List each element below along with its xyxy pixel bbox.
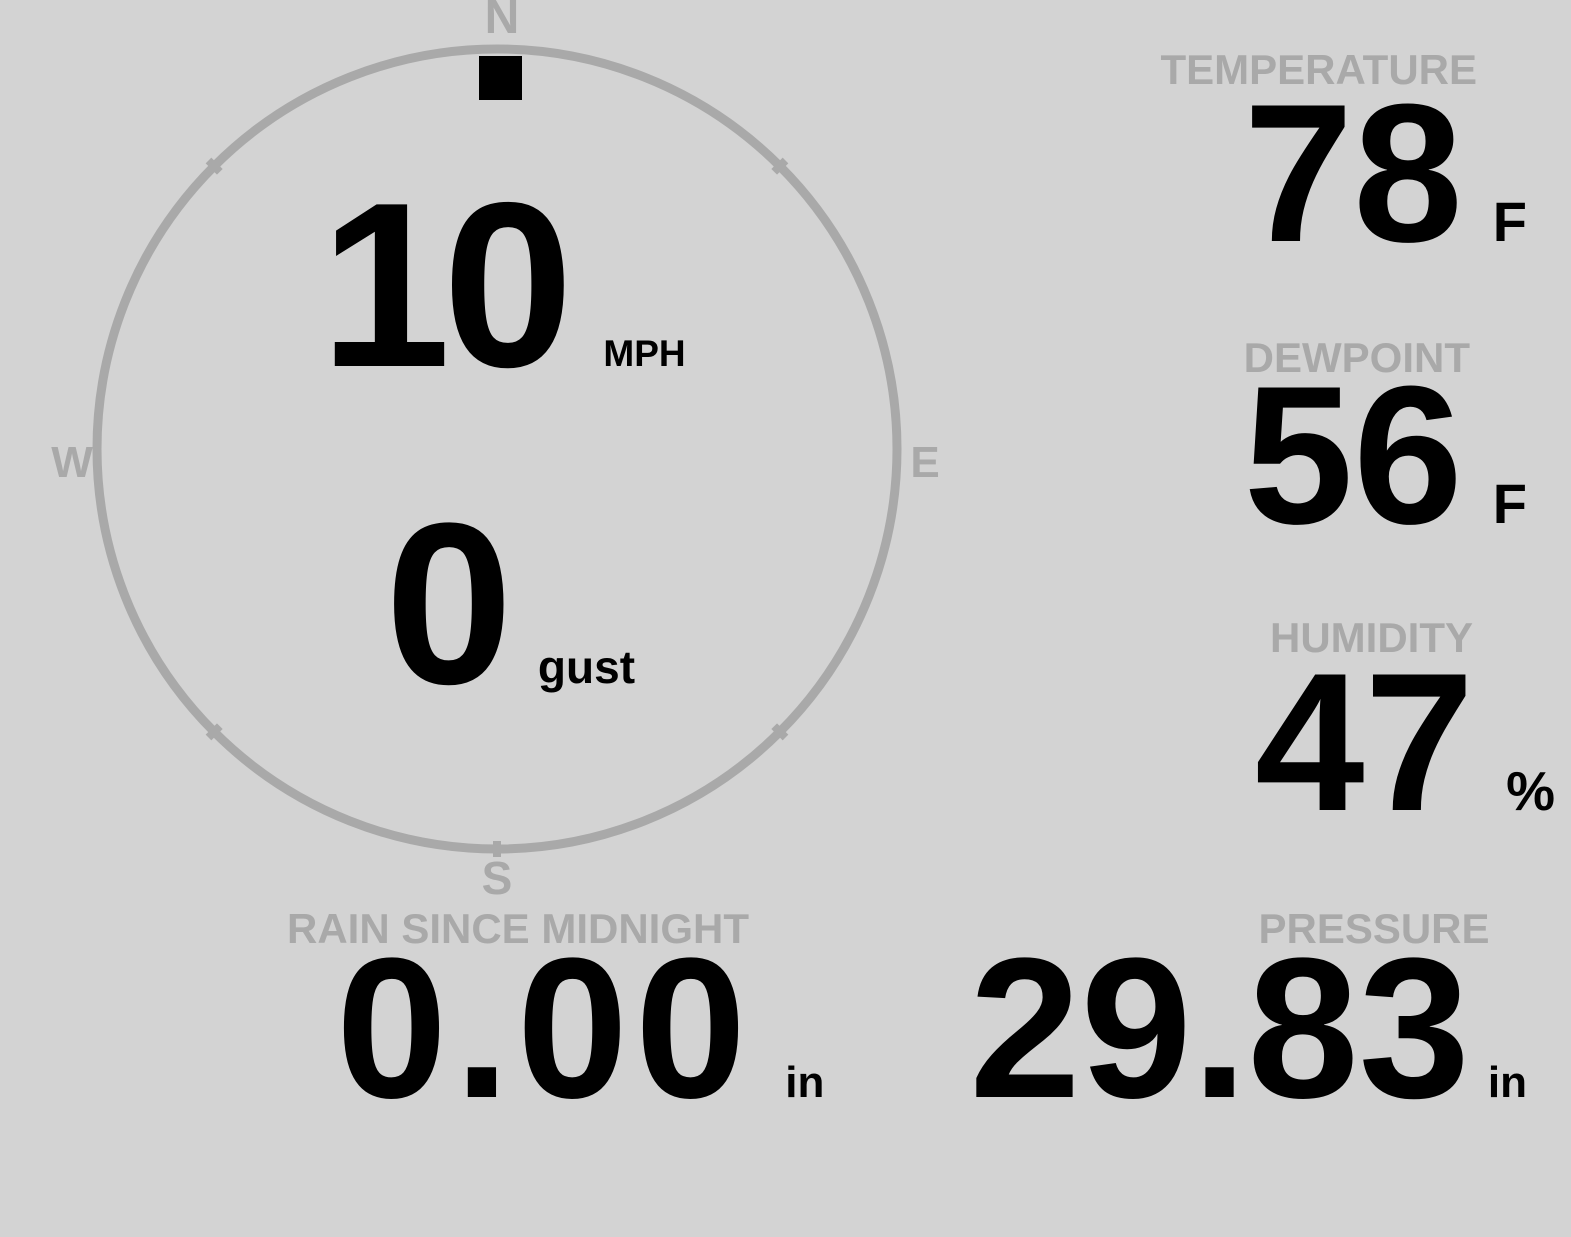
rain-reading: 0.00 in: [336, 929, 824, 1129]
wind-speed-unit: MPH: [603, 333, 686, 374]
compass-label-east: E: [910, 438, 940, 487]
temperature-unit: F: [1492, 190, 1527, 253]
dewpoint-reading: 56 F: [1244, 357, 1527, 554]
compass-tick-nw: [205, 157, 223, 175]
humidity-unit: %: [1506, 760, 1555, 822]
temperature-label: TEMPERATURE: [1160, 46, 1477, 93]
rain-unit: in: [785, 1058, 825, 1107]
pressure-value: 29.83: [969, 917, 1470, 1140]
compass-tick-se: [771, 723, 789, 741]
wind-gust: 0 gust: [385, 489, 635, 719]
temperature-reading: 78 F: [1244, 75, 1527, 272]
pressure-reading: 29.83 in: [969, 929, 1527, 1129]
compass-tick-sw: [205, 723, 223, 741]
compass-label-north: N: [484, 0, 520, 44]
wind-gust-value: 0: [385, 475, 513, 732]
compass-tick-ne: [771, 157, 789, 175]
rain-value: 0.00: [336, 917, 754, 1140]
wind-speed: 10 MPH: [320, 167, 686, 402]
compass-label-west: W: [51, 438, 93, 487]
compass-label-south: S: [481, 852, 513, 904]
dewpoint-label: DEWPOINT: [1243, 334, 1470, 381]
rain-label: RAIN SINCE MIDNIGHT: [287, 905, 749, 952]
wind-gust-label: gust: [537, 641, 636, 693]
pressure-unit: in: [1487, 1058, 1527, 1107]
wind-speed-value: 10: [320, 153, 573, 416]
humidity-label: HUMIDITY: [1270, 614, 1473, 661]
dewpoint-value: 56: [1243, 345, 1463, 565]
wind-direction-marker: [479, 56, 522, 100]
dewpoint-unit: F: [1492, 472, 1527, 535]
pressure-label: PRESSURE: [1258, 905, 1490, 952]
temperature-value: 78: [1243, 63, 1463, 283]
humidity-value: 47: [1254, 632, 1475, 852]
humidity-reading: 47 %: [1255, 644, 1555, 841]
